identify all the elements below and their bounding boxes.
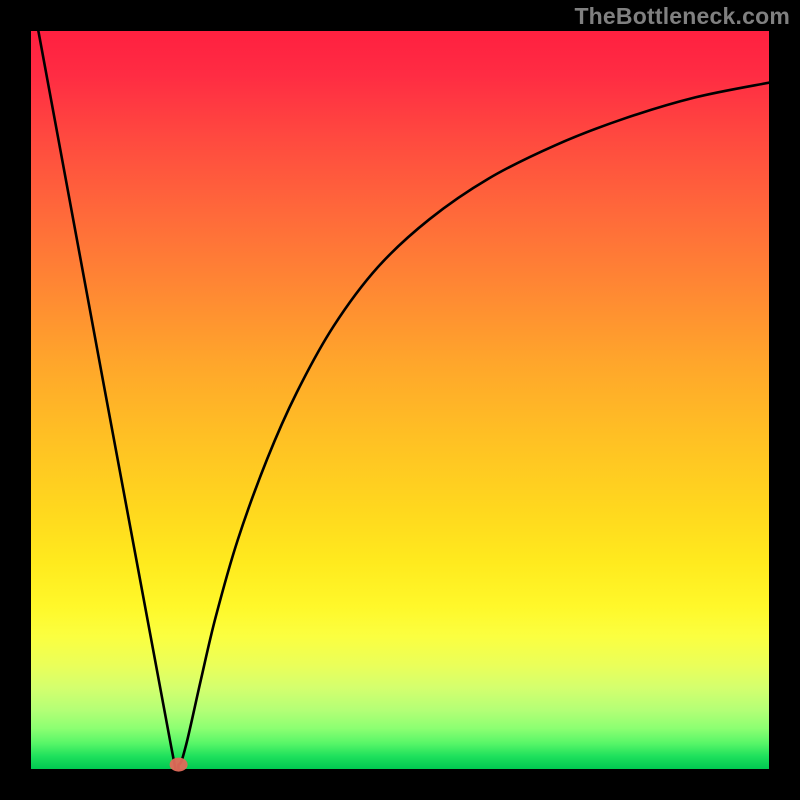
chart-svg [0,0,800,800]
chart-plot-area [31,31,769,769]
watermark-text: TheBottleneck.com [574,3,790,30]
chart-stage: TheBottleneck.com [0,0,800,800]
optimal-point-marker [170,758,188,772]
